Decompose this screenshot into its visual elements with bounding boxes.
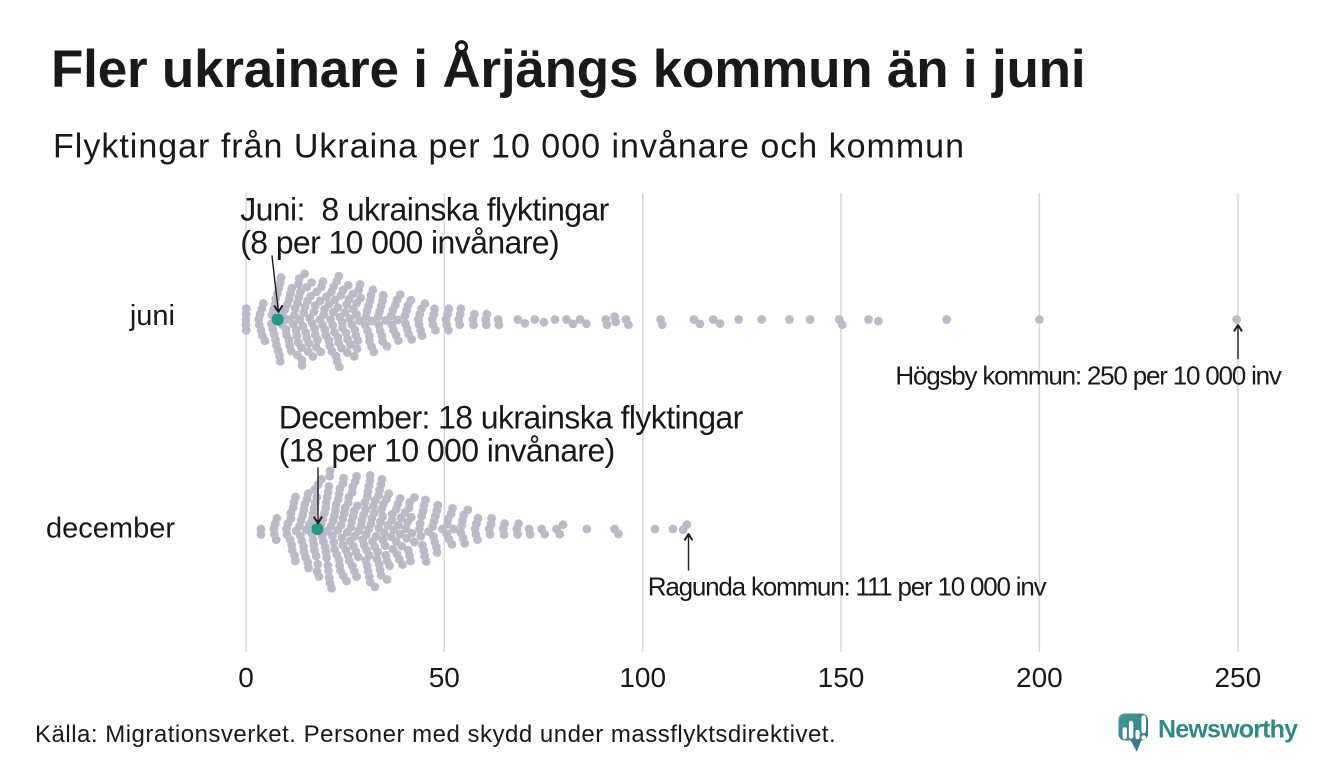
svg-text:juni: juni [129, 300, 175, 332]
svg-text:0: 0 [238, 662, 254, 693]
svg-text:Högsby kommun: 250 per 10 000: Högsby kommun: 250 per 10 000 inv [895, 360, 1282, 390]
svg-text:Ragunda kommun: 111 per 10 000: Ragunda kommun: 111 per 10 000 inv [648, 572, 1047, 602]
svg-text:(18 per 10 000 invånare): (18 per 10 000 invånare) [279, 432, 615, 468]
svg-text:200: 200 [1016, 662, 1063, 693]
svg-text:December: 18 ukrainska flyktin: December: 18 ukrainska flyktingar [279, 400, 744, 436]
svg-text:december: december [46, 513, 175, 545]
svg-text:250: 250 [1214, 662, 1261, 693]
svg-text:150: 150 [818, 662, 865, 693]
svg-text:Fler ukrainare i Årjängs kommu: Fler ukrainare i Årjängs kommun än i jun… [51, 39, 1085, 99]
svg-text:(8 per 10 000 invånare): (8 per 10 000 invånare) [240, 224, 559, 260]
svg-text:100: 100 [619, 662, 666, 693]
svg-text:Flyktingar från Ukraina per 10: Flyktingar från Ukraina per 10 000 invån… [53, 128, 965, 166]
svg-text:Newsworthy: Newsworthy [1158, 715, 1298, 743]
svg-text:Juni: 8 ukrainska flyktingar: Juni: 8 ukrainska flyktingar [240, 192, 609, 228]
svg-text:50: 50 [429, 662, 460, 693]
svg-text:Källa: Migrationsverket. Perso: Källa: Migrationsverket. Personer med sk… [35, 721, 836, 748]
